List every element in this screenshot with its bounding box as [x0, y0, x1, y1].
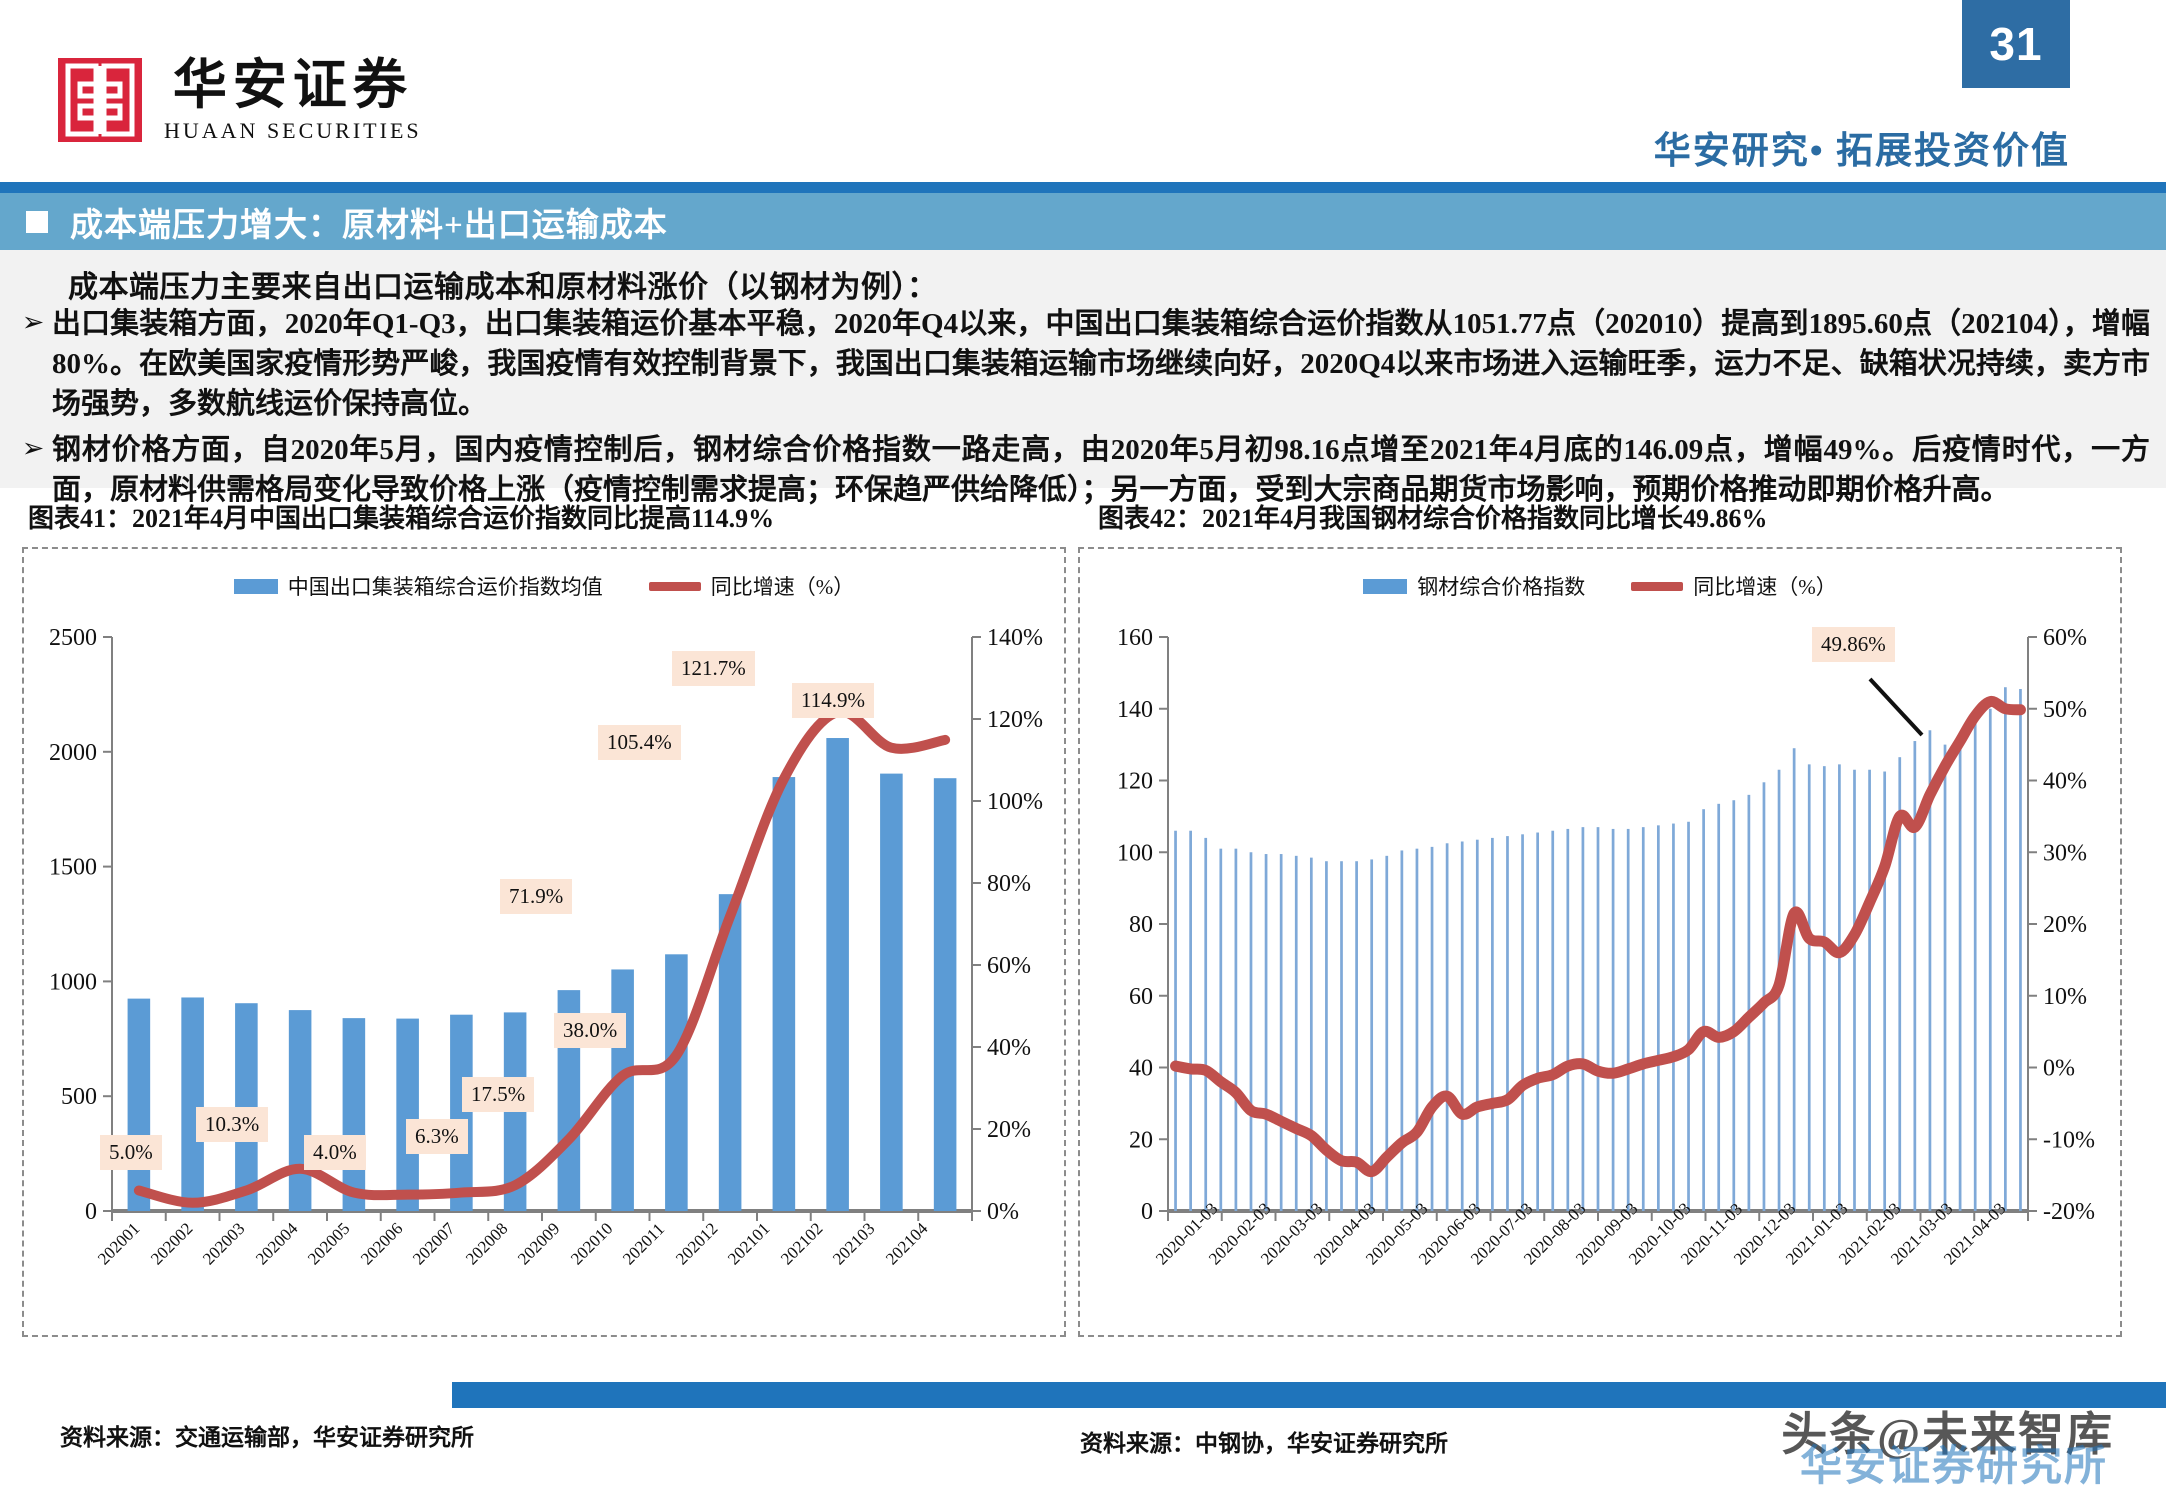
svg-text:20%: 20% [987, 1117, 1031, 1143]
legend-item-bar: 钢材综合价格指数 [1363, 571, 1585, 601]
svg-text:40%: 40% [987, 1035, 1031, 1061]
legend-item-bar: 中国出口集装箱综合运价指数均值 [233, 571, 603, 601]
figure-41-x-axis-labels: 202001 202002 202003 202004 202005 202006 2020… [24, 1219, 1068, 1337]
company-logo: 华安证券 HUAAN SECURITIES [58, 58, 422, 142]
svg-text:-20%: -20% [2043, 1199, 2095, 1225]
svg-text:0%: 0% [2043, 1056, 2075, 1082]
data-label: 71.9% [500, 879, 573, 914]
svg-text:1500: 1500 [49, 855, 97, 881]
svg-text:140: 140 [1117, 697, 1153, 723]
legend-bar-swatch-icon [233, 578, 278, 594]
legend-item-line: 同比增速（%） [648, 571, 855, 601]
svg-text:80%: 80% [987, 871, 1031, 897]
svg-text:100%: 100% [987, 789, 1043, 815]
section-header: 成本端压力增大：原材料+出口运输成本 [0, 193, 2166, 250]
data-label: 49.86% [1812, 627, 1895, 662]
svg-text:0: 0 [85, 1199, 97, 1225]
svg-text:2500: 2500 [49, 625, 97, 651]
figure-42-panel: 图表42：2021年4月我国钢材综合价格指数同比增长49.86% 钢材综合价格指… [1078, 498, 2124, 1378]
svg-text:40: 40 [1129, 1056, 1153, 1082]
bullet-text-2: 钢材价格方面，自2020年5月，国内疫情控制后，钢材综合价格指数一路走高，由20… [52, 434, 2150, 507]
svg-text:120: 120 [1117, 769, 1153, 795]
source-right: 资料来源：中钢协，华安证券研究所 [1080, 1431, 1448, 1456]
section-title: 成本端压力增大：原材料+出口运输成本 [70, 207, 668, 244]
figure-41-title: 图表41：2021年4月中国出口集装箱综合运价指数同比提高114.9% [28, 504, 775, 533]
body-text-area: 成本端压力主要来自出口运输成本和原材料涨价（以钢材为例）： ➢ 出口集装箱方面，… [0, 250, 2166, 506]
svg-text:160: 160 [1117, 625, 1153, 651]
header-divider [0, 182, 2166, 193]
legend-item-line: 同比增速（%） [1631, 571, 1837, 601]
figure-41-chart: 中国出口集装箱综合运价指数均值 同比增速（%） 0 500 1000 1500 2000… [22, 547, 1066, 1337]
arrow-bullet-icon: ➢ [21, 307, 45, 338]
svg-text:0%: 0% [987, 1199, 1019, 1225]
svg-text:50%: 50% [2043, 697, 2087, 723]
figure-42-svg: 0 20 40 60 80 100 120 140 160 -20% -10% 0% 10% 20% 30%… [1117, 625, 2095, 1225]
data-label: 6.3% [406, 1119, 468, 1154]
legend-bar-swatch-icon [1363, 578, 1408, 594]
huaan-logo-icon [58, 58, 142, 142]
legend-label-bar: 中国出口集装箱综合运价指数均值 [287, 575, 603, 599]
bullet-item-2: ➢ 钢材价格方面，自2020年5月，国内疫情控制后，钢材综合价格指数一路走高，由… [14, 430, 2150, 510]
legend-label-line: 同比增速（%） [710, 575, 855, 599]
svg-text:1000: 1000 [49, 969, 97, 995]
svg-text:30%: 30% [2043, 840, 2087, 866]
figure-41-panel: 图表41：2021年4月中国出口集装箱综合运价指数同比提高114.9% 中国出口… [22, 498, 1068, 1378]
figure-42-legend: 钢材综合价格指数 同比增速（%） [1080, 571, 2120, 601]
figure-42-x-axis-labels: 2020-01-03 2020-02-03 2020-03-03 2020-04-03… [1080, 1199, 2124, 1337]
data-label: 38.0% [554, 1013, 627, 1048]
watermark-secondary: 华安证券研究所 [1799, 1444, 2108, 1490]
svg-text:20%: 20% [2043, 912, 2087, 938]
brand-text: 华安证券 HUAAN SECURITIES [164, 58, 422, 142]
square-bullet-icon [26, 210, 48, 233]
svg-text:20: 20 [1129, 1127, 1153, 1153]
svg-text:10%: 10% [2043, 984, 2087, 1010]
source-left: 资料来源：交通运输部，华安证券研究所 [60, 1425, 474, 1450]
lead-paragraph: 成本端压力主要来自出口运输成本和原材料涨价（以钢材为例）： [68, 271, 938, 304]
svg-text:60%: 60% [2043, 625, 2087, 651]
page-number: 31 [1989, 18, 2043, 70]
data-label: 105.4% [598, 725, 681, 760]
legend-label-bar: 钢材综合价格指数 [1417, 575, 1586, 599]
svg-text:0: 0 [1141, 1199, 1153, 1225]
data-label: 10.3% [196, 1107, 269, 1142]
page-number-badge: 31 [1962, 0, 2070, 88]
figure-42-title: 图表42：2021年4月我国钢材综合价格指数同比增长49.86% [1098, 504, 1768, 533]
svg-text:140%: 140% [987, 625, 1043, 651]
brand-name-cn: 华安证券 [172, 55, 413, 115]
svg-text:60: 60 [1129, 984, 1153, 1010]
bullet-text-1: 出口集装箱方面，2020年Q1-Q3，出口集装箱运价基本平稳，2020年Q4以来… [52, 308, 2150, 421]
figure-41-legend: 中国出口集装箱综合运价指数均值 同比增速（%） [24, 571, 1064, 601]
svg-text:40%: 40% [2043, 769, 2087, 795]
legend-line-swatch-icon [1631, 581, 1684, 591]
svg-text:120%: 120% [987, 707, 1043, 733]
figure-41-svg: 0 500 1000 1500 2000 2500 0% 20% 40% 60% 80% 100% 12… [49, 625, 1043, 1225]
data-label: 114.9% [792, 683, 874, 718]
figure-42-plot: 0 20 40 60 80 100 120 140 160 -20% -10% 0% 10% 20% 30%… [1080, 607, 2124, 1247]
data-label: 5.0% [100, 1135, 162, 1170]
svg-text:2000: 2000 [49, 740, 97, 766]
figure-42-chart: 钢材综合价格指数 同比增速（%） 0 20 40 60 80 100 120 140 160 -2… [1078, 547, 2122, 1337]
bullet-item-1: ➢ 出口集装箱方面，2020年Q1-Q3，出口集装箱运价基本平稳，2020年Q4… [14, 304, 2150, 424]
svg-text:60%: 60% [987, 953, 1031, 979]
svg-text:-10%: -10% [2043, 1127, 2095, 1153]
svg-text:100: 100 [1117, 840, 1153, 866]
svg-text:80: 80 [1129, 912, 1153, 938]
legend-line-swatch-icon [648, 581, 701, 591]
legend-label-line: 同比增速（%） [1693, 575, 1837, 599]
brand-name-en: HUAAN SECURITIES [164, 118, 422, 143]
figure-41-plot: 0 500 1000 1500 2000 2500 0% 20% 40% 60% 80% 100% 12… [24, 607, 1068, 1247]
tagline: 华安研究• 拓展投资价值 [1653, 131, 2070, 172]
data-label: 17.5% [462, 1077, 535, 1112]
data-label: 121.7% [672, 651, 755, 686]
arrow-bullet-icon: ➢ [21, 433, 45, 464]
footer-bar [452, 1382, 2166, 1408]
svg-text:500: 500 [61, 1084, 97, 1110]
data-label: 4.0% [304, 1135, 366, 1170]
watermark: 头条@未来智库 [1781, 1409, 2114, 1460]
